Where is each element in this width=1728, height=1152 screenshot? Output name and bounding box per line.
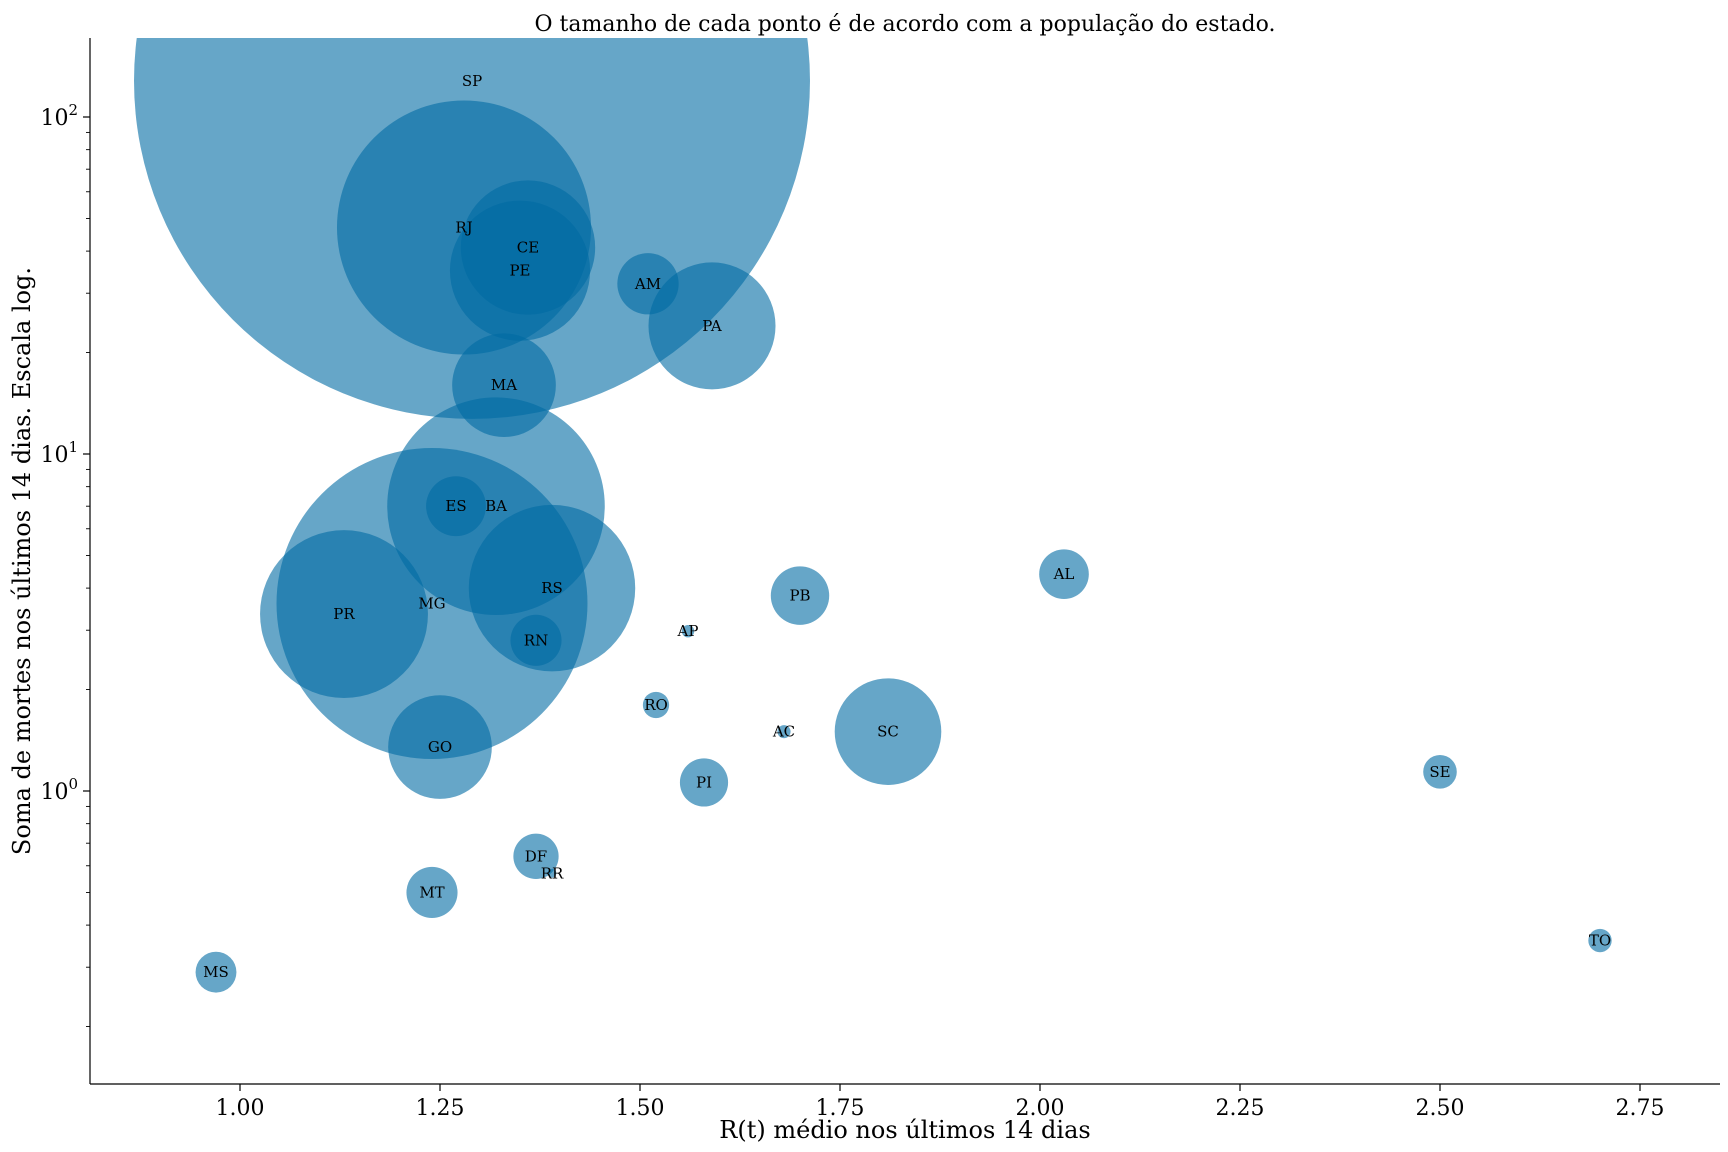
point-label-ac: AC	[772, 723, 795, 741]
point-label-ma: MA	[491, 376, 517, 394]
point-label-pe: PE	[509, 262, 530, 280]
point-label-se: SE	[1429, 763, 1450, 781]
point-label-rs: RS	[541, 579, 563, 597]
point-label-ms: MS	[203, 963, 229, 981]
bubble-rr	[547, 868, 557, 878]
point-label-ro: RO	[644, 696, 668, 714]
point-label-pr: PR	[333, 605, 355, 623]
bubble-al	[1039, 549, 1089, 599]
bubble-rn	[510, 614, 562, 666]
bubble-layer	[134, 38, 1612, 993]
bubble-ms	[195, 951, 237, 993]
bubble-ap	[681, 624, 695, 638]
bubble-ro	[642, 691, 670, 719]
y-tick-label: 101	[40, 438, 78, 468]
bubble-ac	[777, 725, 791, 739]
y-tick-layer: 100 101 102	[40, 101, 90, 1028]
point-label-pa: PA	[702, 317, 722, 335]
y-tick-label: 100	[40, 775, 78, 805]
y-tick-label: 102	[40, 101, 78, 131]
bubble-pi	[679, 758, 729, 807]
chart-title: O tamanho de cada ponto é de acordo com …	[535, 12, 1276, 37]
point-label-rn: RN	[524, 631, 548, 649]
x-tick-label: 2.00	[1016, 1096, 1065, 1121]
bubble-se	[1423, 755, 1457, 789]
point-label-ce: CE	[517, 238, 539, 256]
bubble-am	[617, 253, 679, 315]
point-label-pi: PI	[696, 773, 712, 791]
point-label-rj: RJ	[455, 219, 472, 237]
x-tick-label: 1.25	[416, 1096, 465, 1121]
bubble-pa	[648, 262, 776, 390]
bubble-ce	[460, 180, 596, 315]
bubble-mt	[406, 866, 458, 918]
x-tick-label: 1.75	[816, 1096, 865, 1121]
bubble-rs	[468, 504, 636, 672]
bubble-pb	[770, 566, 830, 625]
point-label-mt: MT	[419, 883, 444, 901]
point-label-sp: SP	[462, 72, 482, 90]
bubble-ma	[452, 333, 556, 438]
x-tick-label: 2.50	[1416, 1096, 1465, 1121]
x-tick-label: 1.50	[616, 1096, 665, 1121]
x-tick-layer: 1.00 1.25 1.50 1.75 2.00 2.25 2.50 2.75	[216, 1084, 1665, 1121]
bubble-sc	[834, 678, 942, 785]
point-label-al: AL	[1053, 565, 1075, 583]
point-label-layer: SP MG RJ BA PR RS PE CE PA SC MA GO AM ES PB RN MT AL PI DF…	[203, 72, 1611, 981]
point-label-ap: AP	[677, 622, 699, 640]
point-label-to: TO	[1589, 932, 1611, 950]
x-tick-label: 1.00	[216, 1096, 265, 1121]
point-label-go: GO	[428, 738, 452, 756]
point-label-pb: PB	[789, 587, 810, 605]
point-label-ba: BA	[485, 497, 507, 515]
y-axis-label: Soma de mortes nos últimos 14 dias. Esca…	[8, 267, 36, 855]
bubble-pr	[260, 530, 428, 699]
x-axis-label: R(t) médio nos últimos 14 dias	[719, 1116, 1090, 1144]
point-label-df: DF	[525, 847, 547, 865]
bubble-df	[513, 833, 559, 879]
axes	[89, 38, 1720, 1085]
bubble-to	[1588, 928, 1612, 953]
x-tick-label: 2.75	[1616, 1096, 1665, 1121]
point-label-sc: SC	[877, 723, 899, 741]
bubble-es	[426, 476, 486, 537]
point-label-es: ES	[445, 497, 466, 515]
point-label-am: AM	[634, 275, 661, 293]
x-tick-label: 2.25	[1216, 1096, 1265, 1121]
bubble-go	[388, 695, 492, 799]
point-label-mg: MG	[418, 595, 445, 613]
point-label-rr: RR	[541, 864, 564, 882]
